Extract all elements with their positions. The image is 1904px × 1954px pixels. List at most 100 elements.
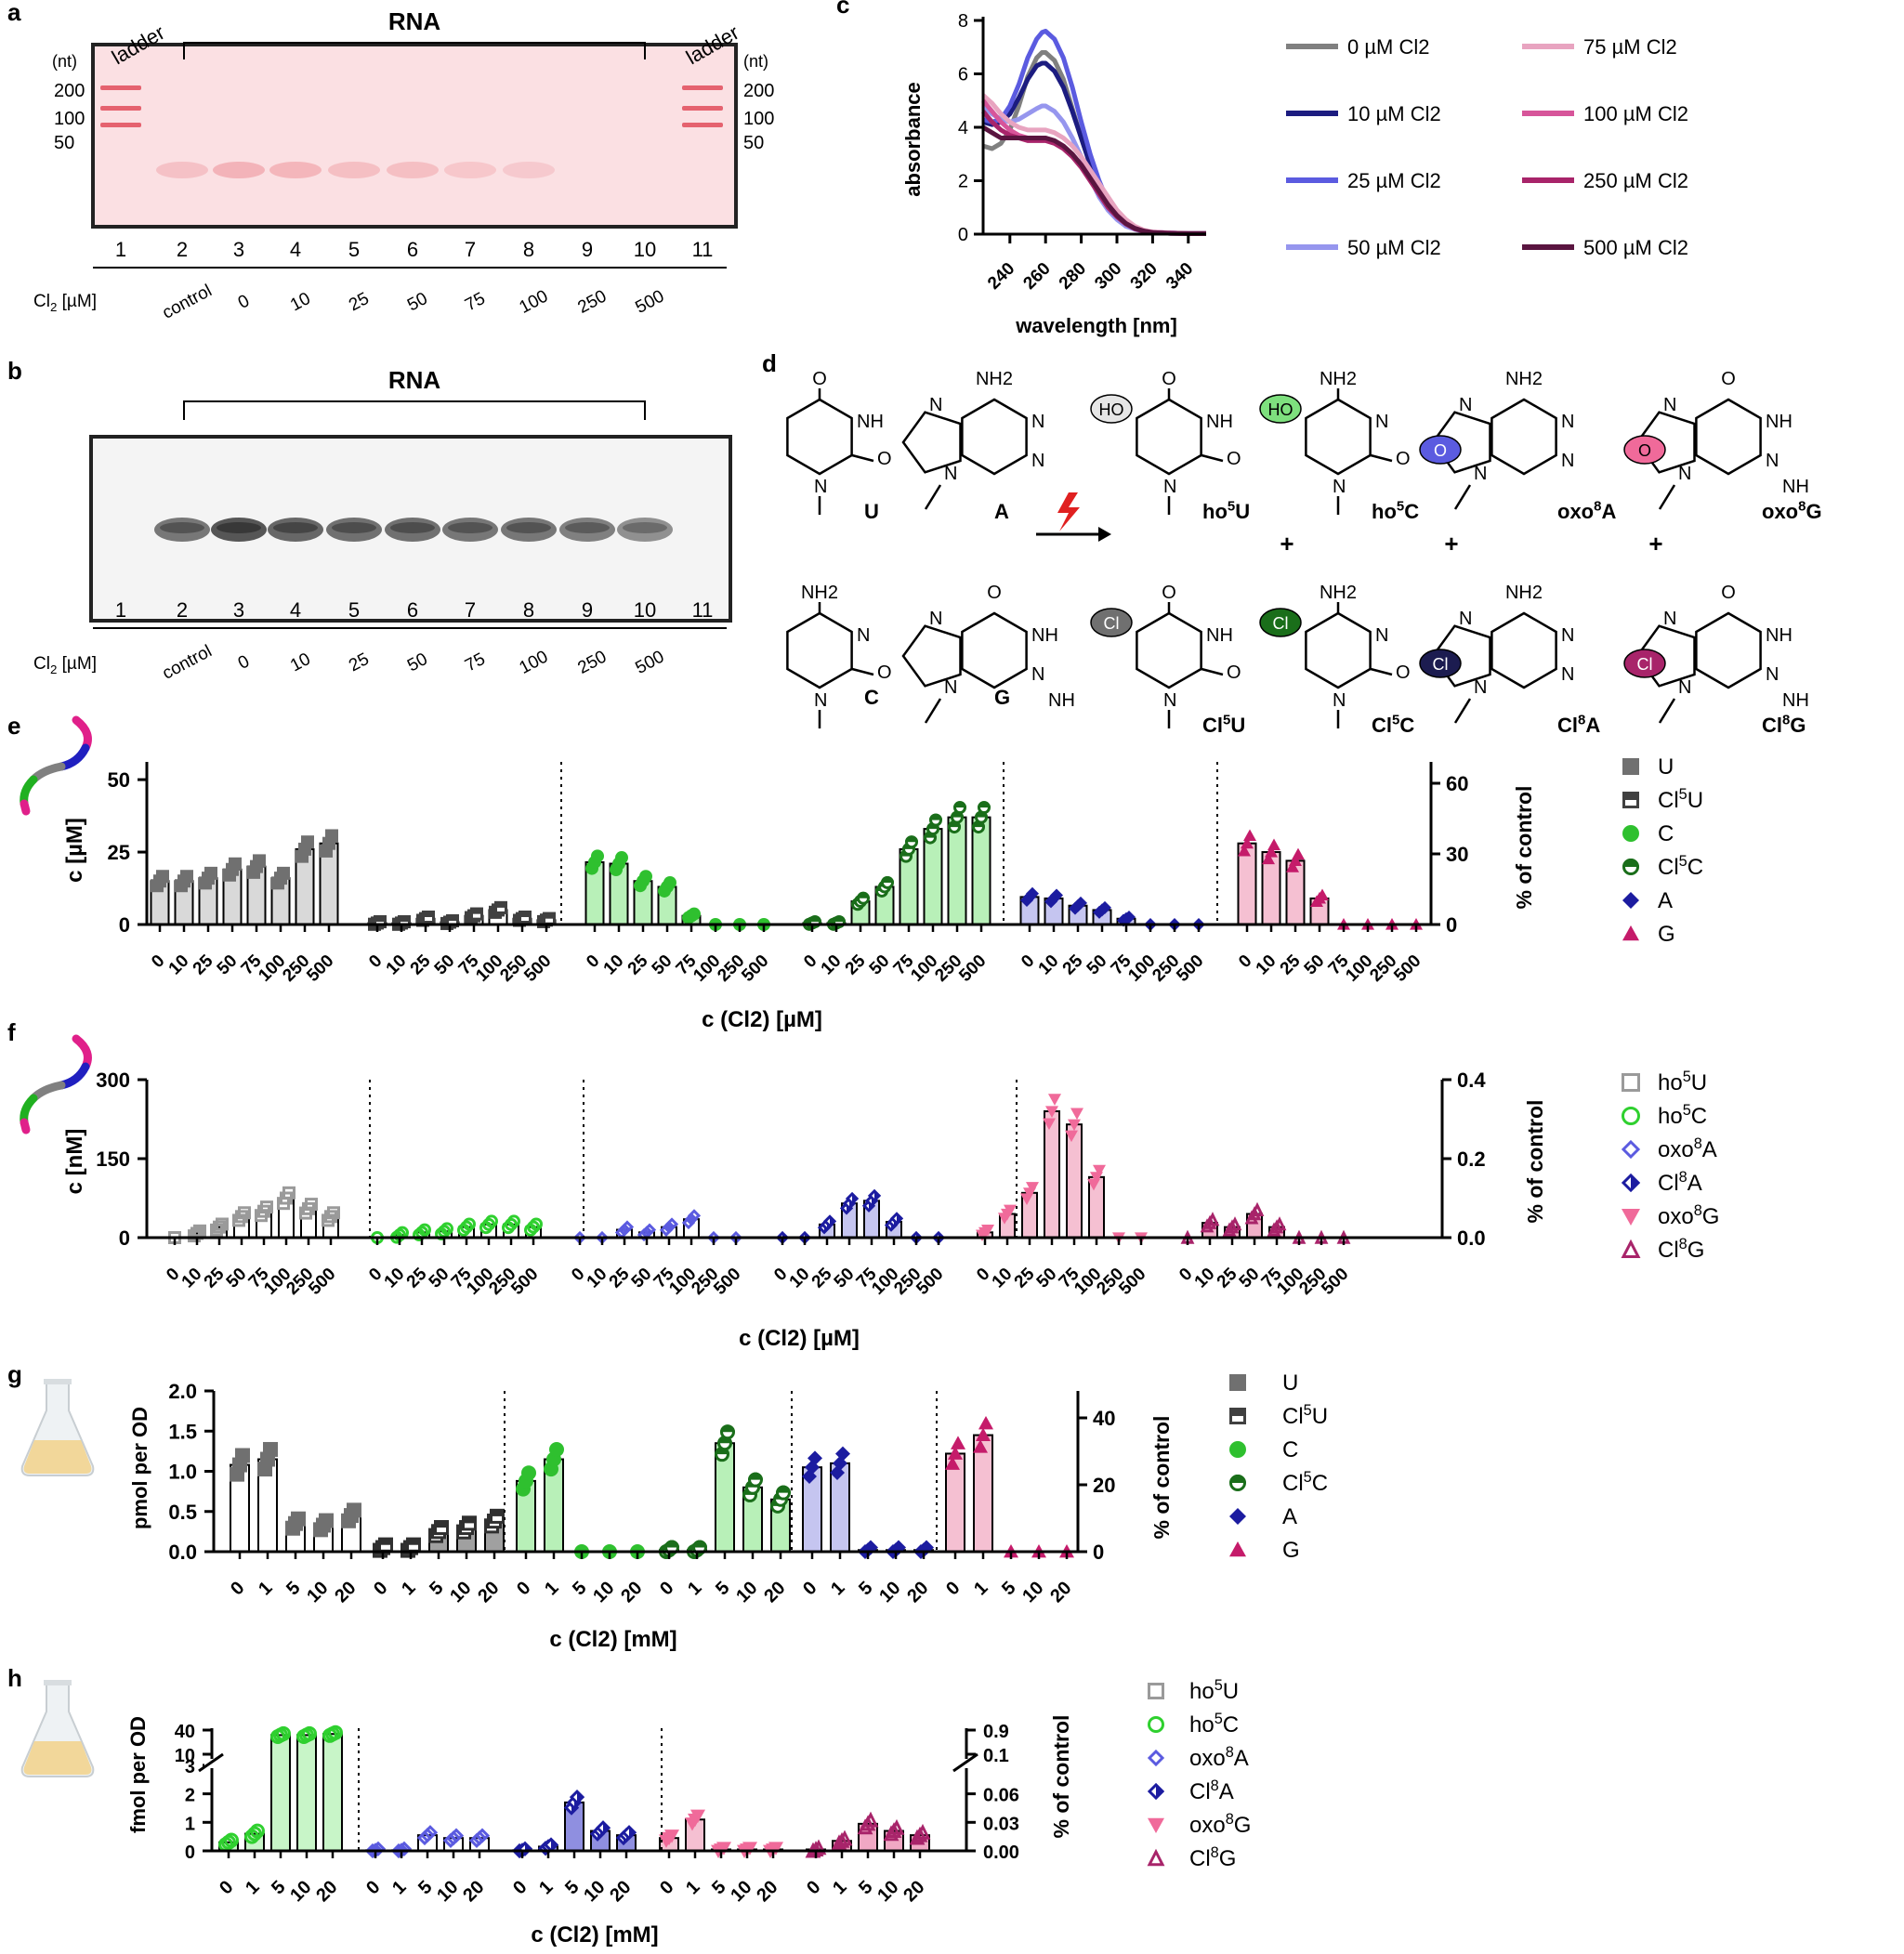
gel-a-conc-value: control [159, 281, 215, 322]
gel-band-core [506, 522, 551, 533]
triangle-icon [1243, 829, 1256, 842]
data-point-icon [276, 1725, 291, 1741]
data-point-icon [748, 1472, 763, 1488]
lane-number: 11 [692, 598, 714, 622]
x-tick-label: 20 [903, 1578, 932, 1606]
y-tick-label: 150 [96, 1147, 130, 1171]
data-point-icon [1243, 829, 1256, 842]
atom-label: O [1396, 449, 1411, 469]
arrow-head-icon [1098, 527, 1111, 542]
square-icon [1622, 758, 1639, 775]
x-tick-label: 20 [753, 1877, 781, 1906]
open-diamond-icon [364, 1843, 381, 1859]
open-circle-icon [460, 1220, 473, 1234]
data-point-icon [1250, 1201, 1265, 1216]
panel-label-d: d [762, 349, 777, 377]
inverted-triangle-icon [1068, 1119, 1081, 1132]
x-tick-label: 500 [305, 1265, 339, 1299]
flask-rim [44, 1680, 72, 1685]
y-tick-label: 50 [108, 768, 130, 792]
data-point-icon [1238, 844, 1251, 857]
lane-number: 7 [465, 238, 476, 261]
data-point-icon [224, 1832, 239, 1848]
data-point-icon [621, 1825, 637, 1841]
lane-number: 11 [692, 238, 714, 261]
square-icon [253, 854, 266, 868]
half-square-top [462, 1515, 477, 1524]
product-label: ho5​U [1202, 499, 1250, 523]
atom-label: N [1561, 451, 1574, 471]
gel-b-conc-axis-label: Cl2​ [µM] [33, 654, 97, 676]
triangle-icon [945, 1456, 960, 1470]
unit-label-right: (nt) [743, 52, 768, 71]
open-diamond-icon [687, 1209, 702, 1223]
right-axis-label: % of control [1049, 1715, 1073, 1839]
plus-sign: + [1648, 530, 1662, 557]
legend-marker-icon [1148, 1683, 1164, 1699]
open-square-icon [238, 1206, 251, 1220]
atom-label: N [1375, 412, 1388, 432]
legend-marker-icon [1621, 1139, 1641, 1160]
y-tick-label: 1.5 [168, 1420, 197, 1443]
x-tick-label: 500 [1390, 951, 1425, 986]
atom-label: NH2 [1505, 583, 1543, 603]
legend-entry: 100 µM Cl2 [1583, 102, 1688, 125]
y-axis-label: absorbance [901, 82, 925, 197]
data-point-icon [1043, 1118, 1056, 1131]
data-point-icon [263, 1441, 278, 1457]
bar-ho5c-20 [322, 1733, 343, 1852]
atom-label: NH [1206, 625, 1233, 646]
gel-a-conc-value: 10 [287, 289, 314, 315]
rna-segment [57, 1062, 90, 1090]
data-point-icon [867, 1188, 882, 1203]
open-diamond-icon [642, 1223, 657, 1237]
data-point-icon [663, 875, 676, 889]
atom-label: N [944, 677, 957, 698]
y-tick-label: 8 [958, 11, 968, 32]
legend-marker-icon [1622, 792, 1639, 808]
atom-label: N [814, 690, 827, 711]
x-tick-label: 20 [331, 1578, 360, 1606]
y-tick-label: 10 [175, 1746, 195, 1766]
atom-label: N [857, 625, 870, 646]
x-tick-label: 0 [656, 1578, 677, 1599]
data-point-icon [1074, 896, 1087, 910]
data-point-icon [305, 1198, 318, 1212]
flask-icon [20, 1379, 95, 1476]
y-tick-label: 1.0 [168, 1461, 197, 1484]
x-tick-label: 1 [970, 1578, 991, 1599]
legend-entry: ho5​U [1189, 1677, 1239, 1704]
atom-label: NH [1206, 412, 1233, 432]
data-point-icon [639, 870, 652, 884]
gel-a-conc-value: 100 [516, 286, 551, 317]
gel-band [617, 518, 673, 542]
x-tick-label: 0 [800, 951, 821, 972]
half-circle-top [929, 813, 942, 820]
x-tick-label: 0 [148, 951, 168, 972]
half-square-top [494, 900, 507, 908]
data-point-icon [1289, 854, 1302, 866]
atom-label: N [929, 395, 942, 415]
data-point-icon [1026, 1182, 1039, 1194]
circle-icon [549, 1441, 564, 1457]
circle-icon [1229, 1441, 1246, 1458]
ring-bond [1490, 398, 1557, 476]
open-square-icon [305, 1198, 318, 1212]
inverted-triangle-icon [1070, 1108, 1083, 1121]
substituent-badge-icon [1090, 394, 1133, 424]
inverted-triangle-icon [742, 1842, 757, 1856]
x-tick-label: 10 [286, 1877, 315, 1906]
x-tick-label: 20 [1046, 1578, 1075, 1606]
axis-break-mark [952, 1752, 978, 1773]
x-tick-label: 500 [1173, 951, 1207, 986]
half-diamond-right [852, 1191, 859, 1205]
product-label: oxo8​A [1557, 499, 1616, 523]
inverted-triangle-icon [768, 1842, 783, 1856]
substituent-badge-icon [1259, 608, 1302, 637]
lane-number: 4 [290, 238, 301, 261]
half-circle-top [720, 1424, 735, 1433]
open-circle-icon [507, 1214, 520, 1228]
data-point-icon [327, 1206, 340, 1220]
open-diamond-icon [370, 1841, 387, 1856]
x-tick-label: 5 [426, 1578, 447, 1599]
